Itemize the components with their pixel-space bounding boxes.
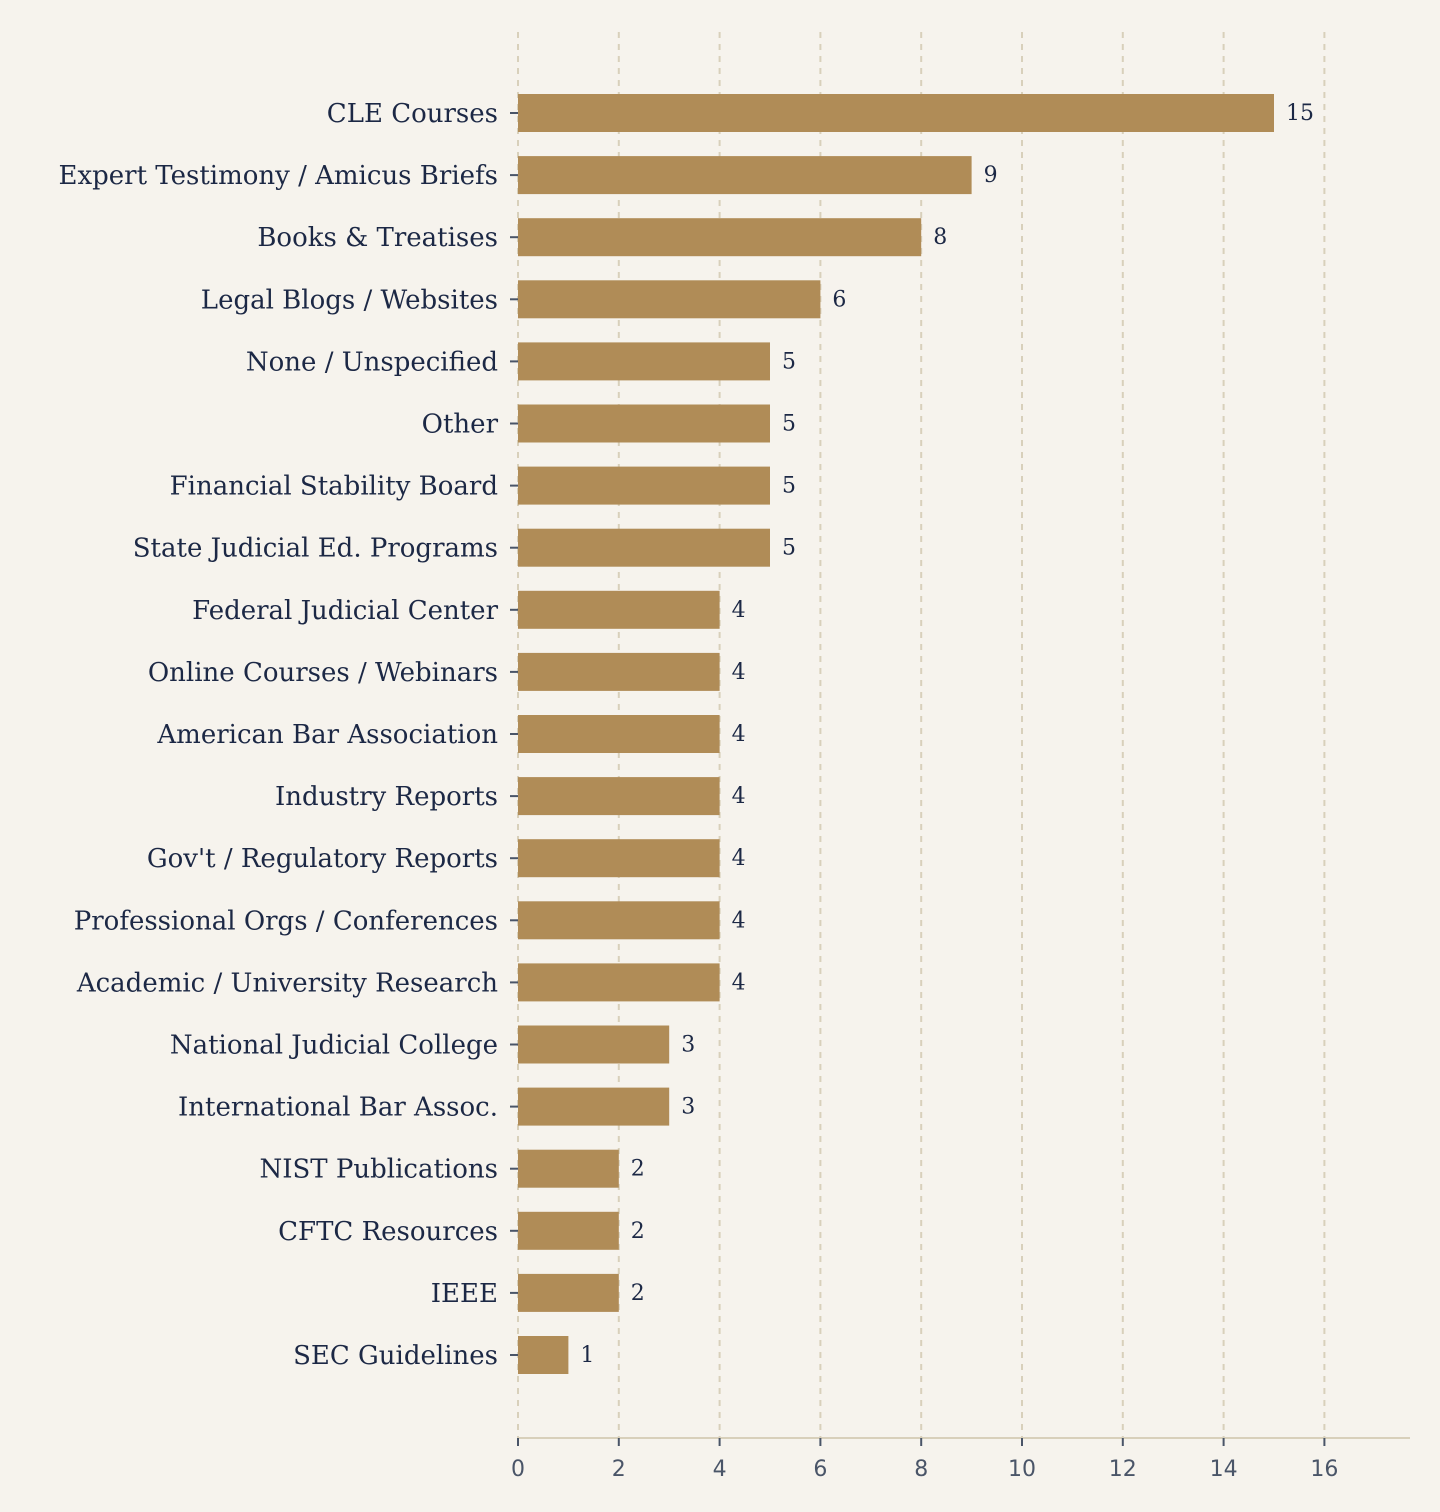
bar (518, 528, 770, 567)
category-label: Books & Treatises (257, 223, 498, 253)
value-label: 5 (782, 536, 796, 561)
x-tick-label: 4 (713, 1457, 727, 1482)
value-label: 5 (782, 349, 796, 374)
value-label: 2 (631, 1281, 645, 1306)
bar (518, 590, 720, 629)
value-label: 4 (732, 970, 746, 995)
value-label: 4 (732, 846, 746, 871)
category-label: Online Courses / Webinars (148, 658, 498, 688)
bar (518, 652, 720, 691)
category-label: Federal Judicial Center (192, 596, 498, 626)
x-tick-label: 10 (1008, 1457, 1036, 1482)
category-label: Industry Reports (275, 782, 498, 812)
category-label: Expert Testimony / Amicus Briefs (58, 161, 498, 191)
x-tick-label: 14 (1210, 1457, 1238, 1482)
category-label: Gov't / Regulatory Reports (147, 844, 498, 874)
x-tick-label: 2 (612, 1457, 626, 1482)
category-label: CFTC Resources (278, 1217, 498, 1247)
category-label: State Judicial Ed. Programs (133, 534, 498, 564)
bar (518, 1149, 619, 1188)
category-label: Other (422, 410, 499, 440)
bar (518, 1273, 619, 1312)
x-tick-label: 6 (813, 1457, 827, 1482)
category-label: CLE Courses (327, 99, 498, 129)
bar (518, 404, 770, 443)
value-label: 4 (732, 908, 746, 933)
value-label: 5 (782, 412, 796, 437)
x-tick-label: 0 (511, 1457, 525, 1482)
category-label: Professional Orgs / Conferences (74, 906, 498, 936)
bar (518, 94, 1274, 132)
value-label: 4 (732, 598, 746, 623)
bar (518, 901, 720, 940)
value-label: 8 (933, 225, 947, 250)
value-label: 3 (681, 1033, 695, 1058)
category-label: American Bar Association (156, 720, 498, 750)
bar (518, 156, 972, 195)
value-label: 9 (984, 163, 998, 188)
value-label: 2 (631, 1219, 645, 1244)
bar (518, 280, 821, 319)
bar (518, 1087, 670, 1126)
value-label: 4 (732, 722, 746, 747)
category-label: International Bar Assoc. (178, 1093, 498, 1123)
category-label: National Judicial College (170, 1031, 498, 1061)
bar (518, 1025, 670, 1064)
value-label: 5 (782, 474, 796, 499)
bar (518, 218, 922, 257)
value-label: 15 (1286, 101, 1314, 126)
x-tick-label: 12 (1109, 1457, 1137, 1482)
value-label: 4 (732, 660, 746, 685)
x-tick-label: 16 (1310, 1457, 1338, 1482)
category-label: IEEE (431, 1279, 498, 1309)
value-label: 3 (681, 1095, 695, 1120)
bar (518, 466, 770, 505)
value-label: 4 (732, 784, 746, 809)
bar (518, 963, 720, 1002)
bar (518, 777, 720, 816)
category-label: Legal Blogs / Websites (201, 285, 498, 315)
bar (518, 1336, 569, 1374)
value-label: 1 (580, 1343, 594, 1368)
value-label: 6 (832, 287, 846, 312)
bar (518, 342, 770, 381)
value-label: 2 (631, 1157, 645, 1182)
bar (518, 1211, 619, 1250)
bar (518, 715, 720, 753)
x-tick-label: 8 (914, 1457, 928, 1482)
bar (518, 839, 720, 878)
category-label: None / Unspecified (246, 347, 498, 377)
category-label: Academic / University Research (76, 968, 498, 998)
category-label: NIST Publications (259, 1155, 498, 1185)
category-label: Financial Stability Board (170, 472, 498, 502)
category-label: SEC Guidelines (293, 1341, 498, 1371)
